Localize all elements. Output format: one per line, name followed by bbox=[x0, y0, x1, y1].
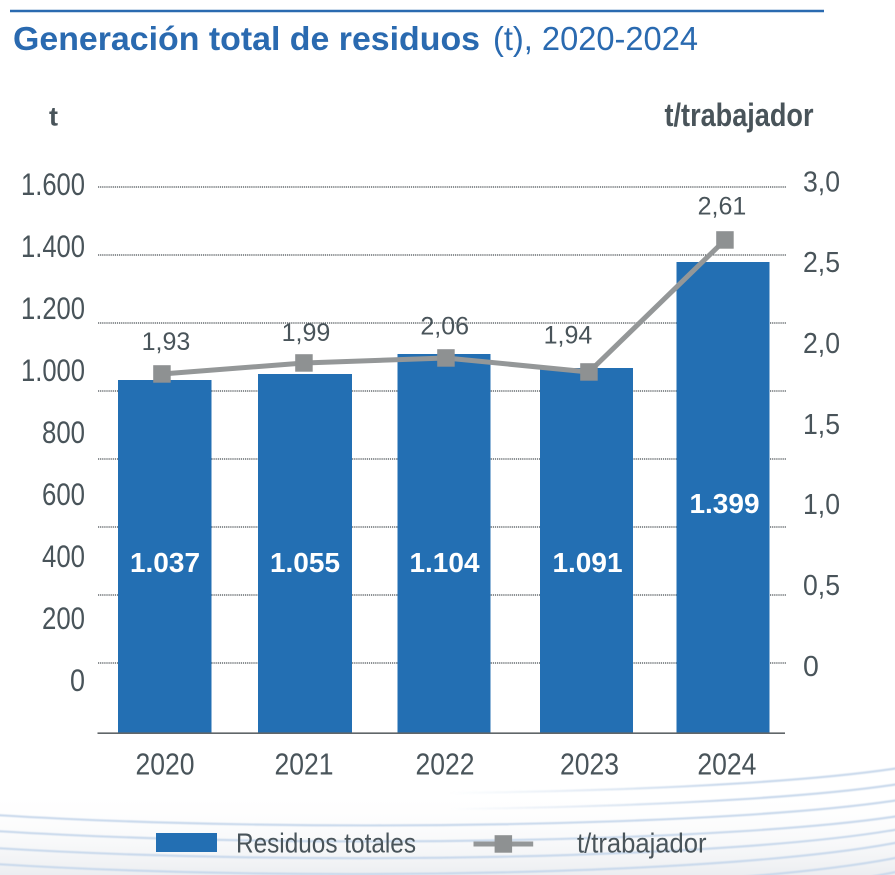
svg-text:2021: 2021 bbox=[275, 747, 334, 782]
svg-text:400: 400 bbox=[42, 538, 85, 574]
svg-text:2020: 2020 bbox=[136, 747, 195, 782]
svg-text:2022: 2022 bbox=[416, 747, 475, 782]
svg-text:0,5: 0,5 bbox=[803, 570, 840, 602]
svg-text:Generación total de residuos: Generación total de residuos bbox=[13, 20, 480, 57]
svg-text:1,93: 1,93 bbox=[142, 328, 191, 356]
svg-text:1,99: 1,99 bbox=[282, 319, 331, 347]
svg-text:3,0: 3,0 bbox=[803, 167, 840, 199]
svg-text:t/trabajador: t/trabajador bbox=[665, 97, 814, 133]
svg-text:1.600: 1.600 bbox=[21, 166, 85, 202]
svg-text:2,0: 2,0 bbox=[803, 328, 840, 360]
svg-text:600: 600 bbox=[42, 476, 85, 512]
svg-text:200: 200 bbox=[42, 600, 85, 636]
svg-text:1.037: 1.037 bbox=[130, 547, 200, 578]
svg-text:1.091: 1.091 bbox=[552, 547, 622, 578]
svg-text:(t), 2020-2024: (t), 2020-2024 bbox=[493, 20, 698, 57]
svg-text:Residuos totales: Residuos totales bbox=[236, 828, 416, 859]
svg-text:t: t bbox=[49, 102, 58, 132]
svg-text:1.055: 1.055 bbox=[270, 547, 340, 578]
svg-text:2,06: 2,06 bbox=[420, 313, 469, 341]
svg-text:1.400: 1.400 bbox=[21, 228, 85, 264]
svg-text:1.399: 1.399 bbox=[689, 488, 759, 519]
svg-text:800: 800 bbox=[42, 414, 85, 450]
svg-text:2,5: 2,5 bbox=[803, 247, 840, 279]
svg-text:1.000: 1.000 bbox=[21, 352, 85, 388]
svg-text:2,61: 2,61 bbox=[698, 193, 747, 221]
svg-text:2023: 2023 bbox=[560, 747, 619, 782]
svg-text:2024: 2024 bbox=[697, 747, 756, 782]
svg-text:1.200: 1.200 bbox=[21, 290, 85, 326]
svg-text:0: 0 bbox=[70, 662, 85, 698]
svg-text:1.104: 1.104 bbox=[409, 547, 479, 578]
svg-text:1,5: 1,5 bbox=[803, 409, 840, 441]
svg-text:0: 0 bbox=[803, 651, 819, 683]
svg-text:1,0: 1,0 bbox=[803, 489, 840, 521]
svg-text:t/trabajador: t/trabajador bbox=[577, 828, 707, 859]
svg-text:1,94: 1,94 bbox=[544, 322, 593, 350]
